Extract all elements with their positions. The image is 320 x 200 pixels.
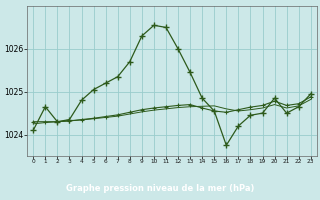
- Text: Graphe pression niveau de la mer (hPa): Graphe pression niveau de la mer (hPa): [66, 184, 254, 193]
